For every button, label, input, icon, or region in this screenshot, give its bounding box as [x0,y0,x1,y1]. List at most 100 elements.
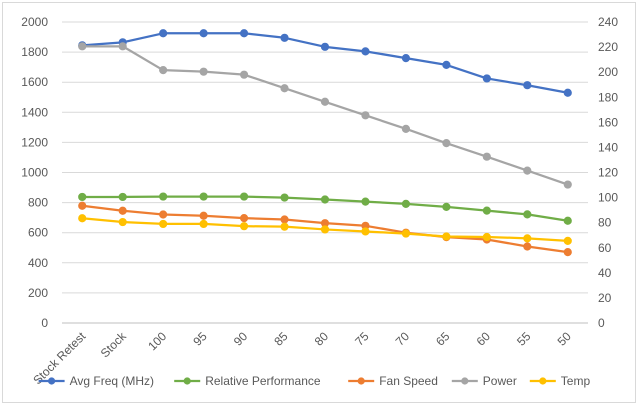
data-point [482,232,491,242]
data-point [159,219,168,229]
data-point [199,192,208,201]
data-point [563,180,572,189]
data-point [361,47,370,56]
y-right-tick-label: 220 [598,40,618,54]
y-right-tick-label: 240 [598,15,618,29]
y-right-tick-label: 200 [598,65,618,79]
y-left-tick-label: 600 [28,226,48,240]
data-point [442,232,451,241]
legend-label: Fan Speed [379,374,438,388]
data-point [159,210,168,219]
data-point [523,166,532,175]
data-point [239,222,249,231]
chart-frame [2,2,636,403]
data-point [118,42,127,51]
data-point [401,229,411,238]
data-point [280,84,289,93]
legend-label: Temp [561,374,591,388]
x-tick-label: 55 [514,329,534,349]
legend-label: Relative Performance [205,374,321,388]
y-right-tick-label: 60 [598,241,612,255]
y-left-tick-label: 1200 [21,135,48,149]
data-point [159,192,168,201]
x-tick-label: 75 [352,329,372,349]
data-point [78,192,87,202]
data-point [401,54,411,63]
data-point [118,206,127,215]
data-point [199,219,208,229]
series-line-3 [82,45,569,186]
x-tick-label: Stock [98,329,130,361]
y-right-tick-label: 100 [598,191,618,205]
data-point [280,193,289,202]
y-right-tick-label: 0 [598,316,605,330]
data-point [523,242,532,251]
y-right-tick-label: 40 [598,266,612,280]
data-point [482,74,491,83]
data-point [563,216,572,225]
y-left-tick-label: 400 [28,256,48,270]
data-point [239,192,249,201]
data-point [78,214,87,223]
data-point [320,225,330,234]
data-point [482,206,491,215]
y-right-tick-label: 140 [598,140,618,154]
data-point [401,199,411,208]
data-point [199,29,208,38]
data-point [401,124,411,133]
data-point [239,214,249,223]
data-point [118,192,127,202]
x-tick-label: 60 [474,329,494,349]
legend-marker-3 [461,377,469,385]
data-point [118,217,127,227]
y-left-tick-label: 0 [41,316,48,330]
data-point [523,234,532,243]
y-right-tick-label: 180 [598,90,618,104]
y-left-tick-label: 200 [28,286,48,300]
data-point [563,88,572,97]
x-tick-label: 90 [231,329,251,349]
data-point [239,70,249,79]
x-tick-label: 50 [555,329,575,349]
data-point [280,222,289,231]
data-point [280,215,289,224]
y-left-tick-label: 1800 [21,45,48,59]
y-left-tick-label: 2000 [21,15,48,29]
data-point [320,42,330,51]
x-tick-label: 100 [145,329,169,353]
x-tick-label: 70 [393,329,413,349]
data-point [199,211,208,220]
x-tick-label: 95 [190,329,210,349]
legend-label: Avg Freq (MHz) [70,374,154,388]
data-point [523,81,532,90]
data-point [563,236,572,245]
data-point [239,29,249,38]
x-tick-label: 65 [433,329,453,349]
x-tick-label: 85 [271,329,291,349]
series-line-0 [82,32,568,94]
data-point [361,227,370,236]
data-point [482,152,491,161]
data-point [199,67,208,76]
legend-label: Power [483,374,517,388]
legend-marker-4 [539,377,547,385]
data-point [78,42,87,51]
data-point [523,210,532,219]
data-point [361,111,370,120]
legend-marker-0 [48,377,56,385]
y-right-tick-label: 160 [598,115,618,129]
x-tick-label: 80 [312,329,332,349]
data-point [280,33,289,42]
y-left-tick-label: 1400 [21,105,48,119]
data-point [320,195,330,204]
legend-marker-1 [183,377,191,385]
data-point [159,29,168,38]
y-left-tick-label: 1000 [21,166,48,180]
data-point [361,197,370,206]
data-point [442,202,451,211]
y-right-tick-label: 20 [598,291,612,305]
data-point [320,97,330,106]
data-point [159,66,168,75]
